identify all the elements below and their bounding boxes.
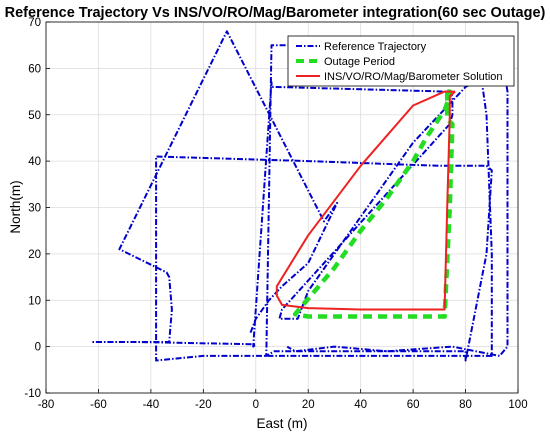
x-axis-label: East (m) [256, 416, 307, 431]
x-tick-labels: -80 -60 -40 -20 0 20 40 60 80 100 [38, 399, 528, 411]
y-tick-label: 70 [28, 17, 41, 29]
x-tick-label: 100 [508, 399, 527, 411]
y-tick-label: 60 [28, 63, 41, 75]
x-tick-label: -80 [38, 399, 55, 411]
x-tick-label: 60 [407, 399, 420, 411]
outage-period-line [292, 89, 455, 319]
x-tick-label: -60 [90, 399, 107, 411]
y-tick-label: 0 [35, 342, 41, 354]
x-tick-label: 0 [253, 399, 259, 411]
x-tick-label: -40 [143, 399, 160, 411]
y-tick-label: 40 [28, 156, 41, 168]
y-tick-label: 10 [28, 295, 41, 307]
y-tick-label: 50 [28, 110, 41, 122]
legend-label-outage: Outage Period [324, 56, 395, 68]
chart-title: Reference Trajectory Vs INS/VO/RO/Mag/Ba… [5, 5, 546, 21]
x-tick-label: 80 [459, 399, 472, 411]
y-tick-label: -10 [24, 388, 41, 400]
legend: Reference Trajectory Outage Period INS/V… [287, 35, 515, 87]
x-tick-label: 20 [302, 399, 315, 411]
y-tick-labels: -10 0 10 20 30 40 50 60 70 [24, 17, 41, 400]
x-tick-label: 40 [354, 399, 367, 411]
x-tick-label: -20 [195, 399, 212, 411]
legend-label-solution: INS/VO/RO/Mag/Barometer Solution [324, 71, 503, 83]
y-tick-label: 30 [28, 203, 41, 215]
plot-frame [45, 21, 519, 394]
y-axis-label: North(m) [8, 180, 23, 233]
y-tick-label: 20 [28, 249, 41, 261]
legend-box [287, 35, 515, 87]
legend-label-reference: Reference Trajectory [324, 41, 427, 53]
solution-line [275, 90, 456, 311]
